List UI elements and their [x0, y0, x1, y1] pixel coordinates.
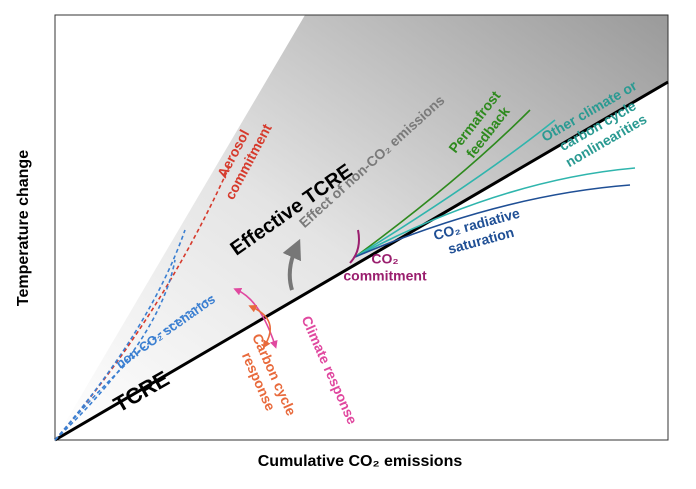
effective-wedge: [55, 15, 668, 440]
tcre-line: [54, 80, 669, 442]
effect-arrow: [282, 238, 301, 291]
curves: [54, 109, 636, 441]
other-curve: [354, 119, 556, 258]
non-co2-curve: [54, 294, 216, 441]
saturation-curve: [354, 184, 631, 258]
permafrost-curve: [354, 109, 531, 258]
other-curve: [354, 167, 636, 258]
x-axis-label: Cumulative CO₂ emissions: [258, 453, 463, 470]
carbon-cycle-label: Carbon cycleresponse: [234, 331, 300, 425]
y-axis-label: Temperature change: [15, 150, 32, 306]
label-line: commitment: [343, 268, 427, 284]
plot-frame: [54, 14, 669, 441]
carbon-arrow: [248, 305, 272, 349]
climate-response-label: Climate response: [299, 313, 361, 426]
commitment-curve: [349, 229, 360, 264]
aerosol-curve: [54, 164, 231, 441]
non-co2-curve: [54, 259, 176, 441]
non-co2-curve: [54, 229, 186, 441]
commitment-label: CO₂ commitment: [343, 251, 427, 284]
label-line: CO₂: [371, 251, 398, 267]
